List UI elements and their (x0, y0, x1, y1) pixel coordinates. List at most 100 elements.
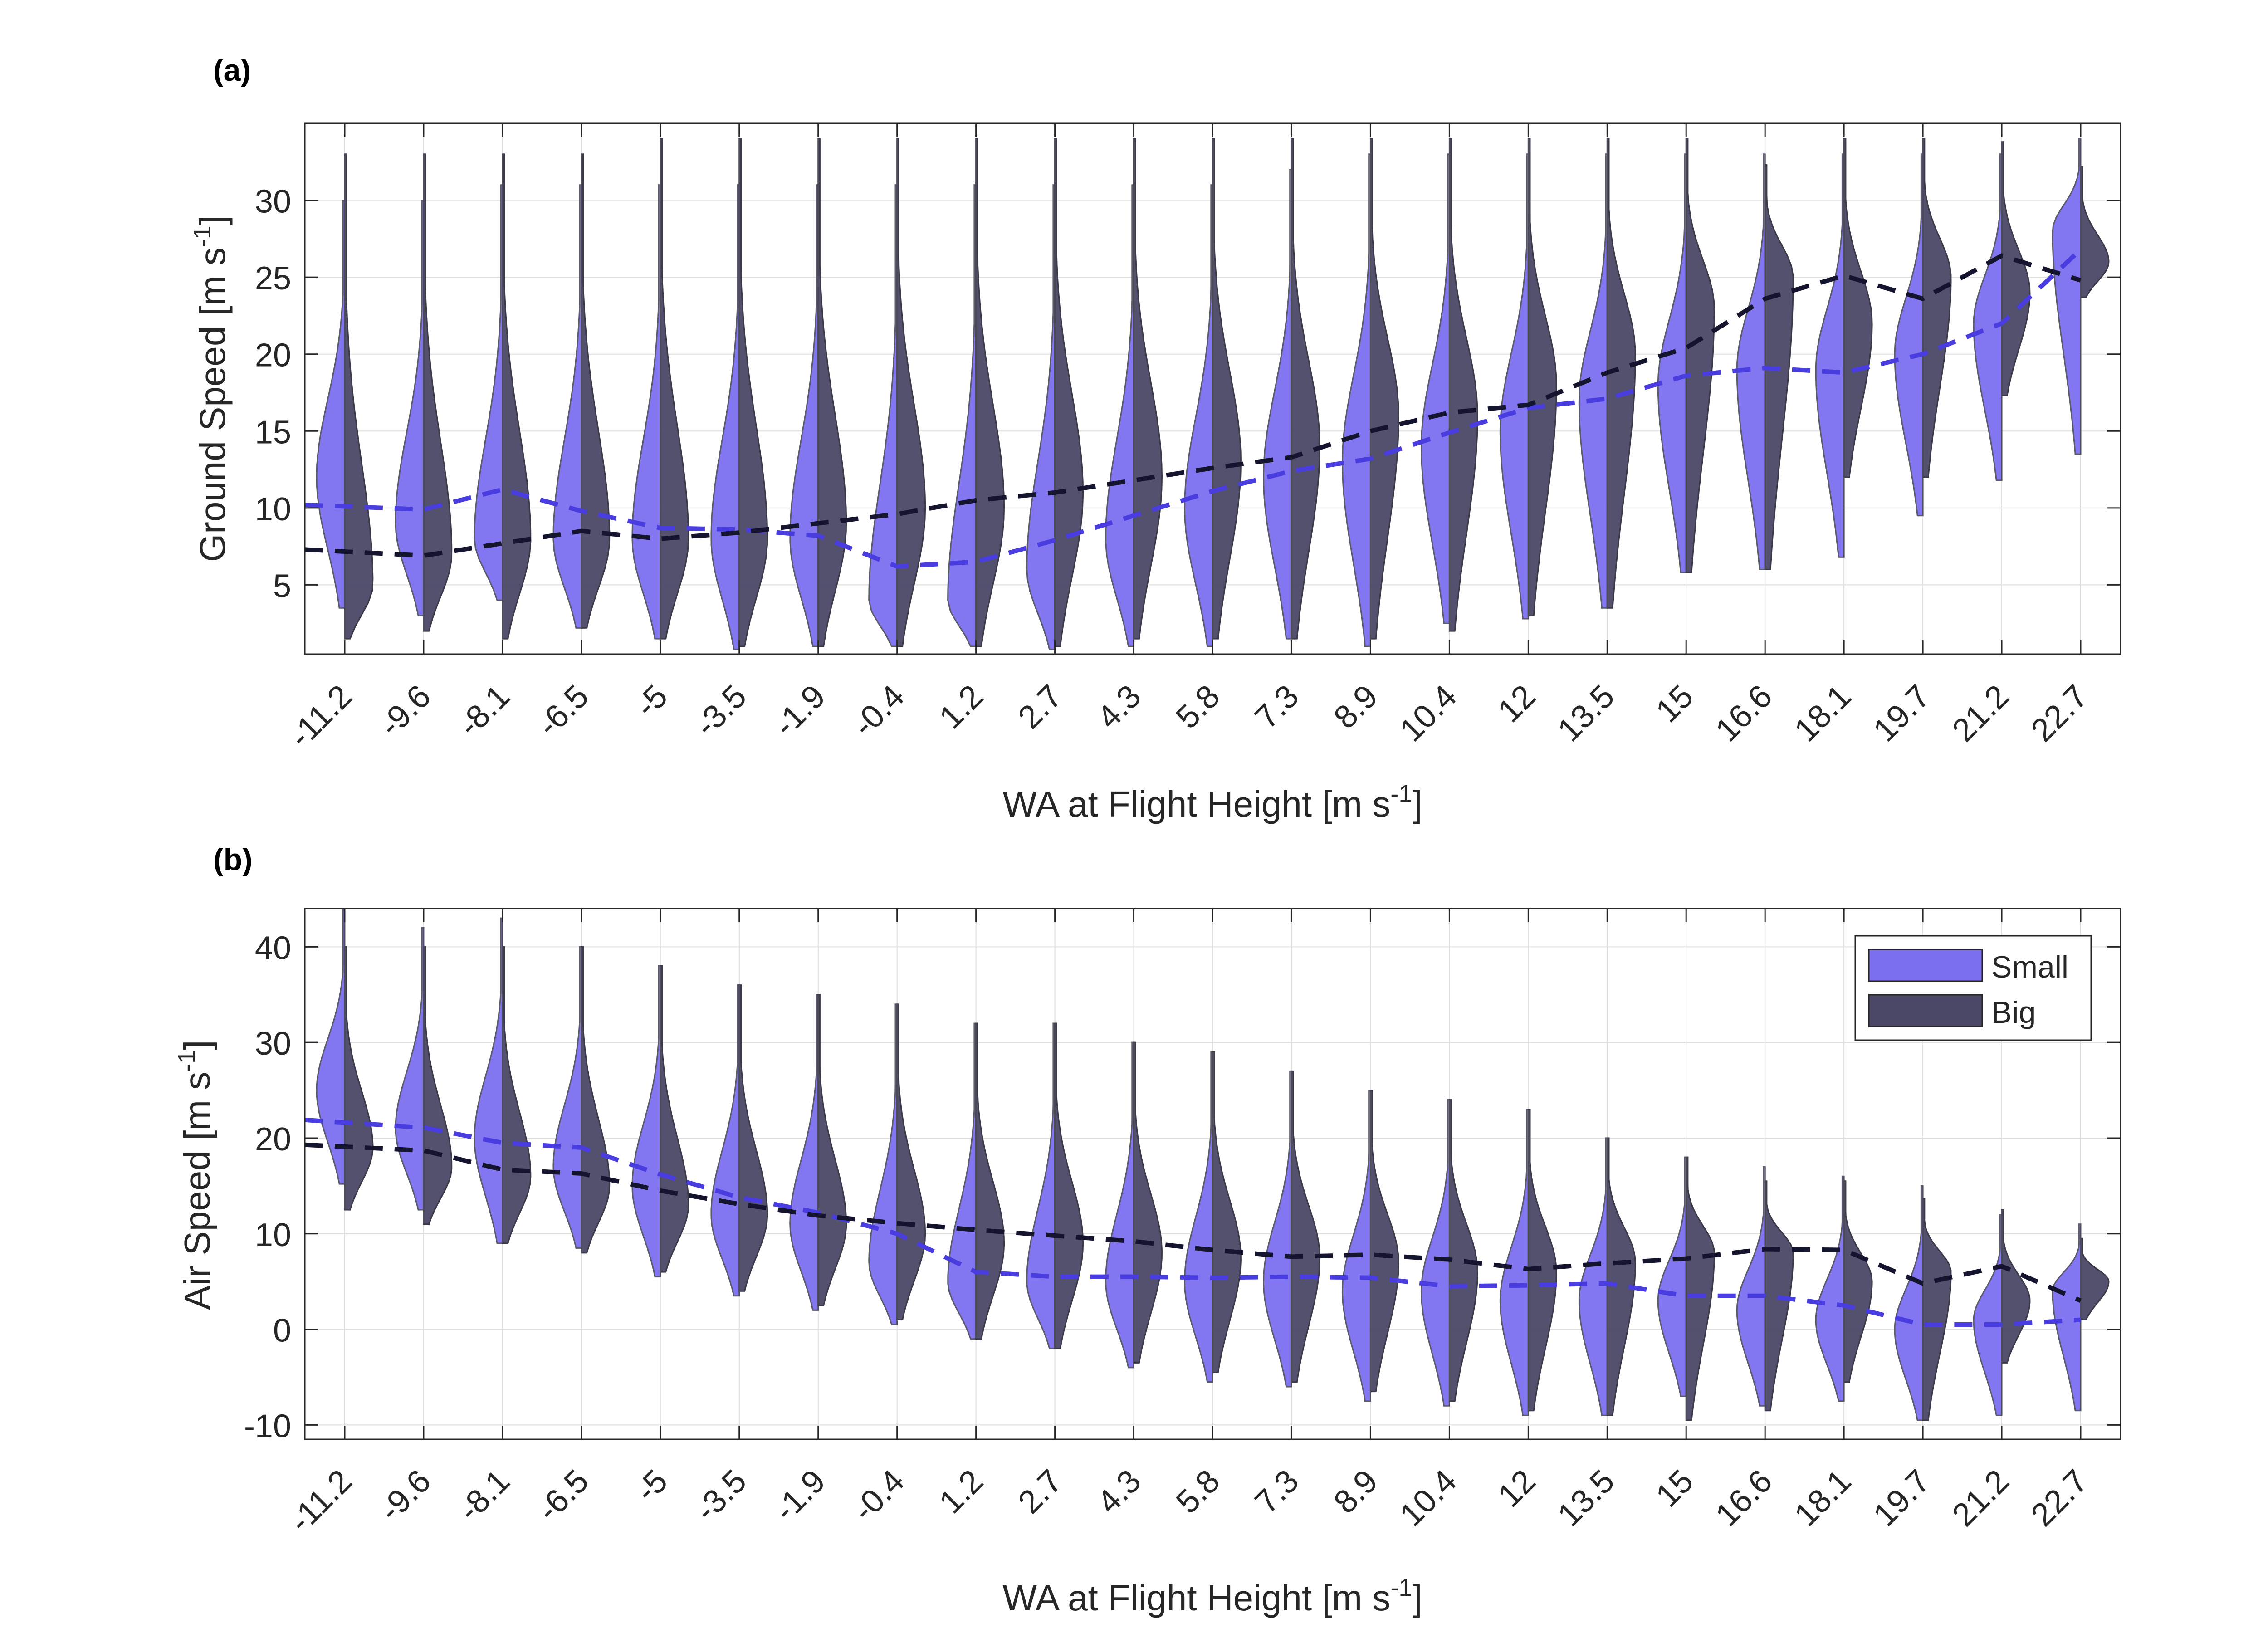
x-tick-label: 10.4 (1393, 1463, 1464, 1534)
x-tick-label: 2.7 (1012, 1463, 1069, 1521)
violin-small-half (1736, 153, 1766, 571)
x-tick-label: 1.2 (933, 678, 990, 736)
violin-big-half (1369, 138, 1399, 640)
violin-big-half (896, 138, 926, 647)
violin-big-half (738, 138, 768, 647)
violin-big-half (1843, 138, 1873, 478)
violin-big-half (2001, 1209, 2031, 1364)
y-tick-label: 40 (255, 930, 291, 966)
x-tick-label: 10.4 (1393, 678, 1464, 749)
panel-b-violins (316, 908, 2110, 1421)
violin-small-half (1815, 1175, 1845, 1402)
violin-big-half (423, 946, 453, 1225)
x-tick-label: -6.5 (530, 678, 596, 743)
violin-small-half (1657, 1156, 1687, 1397)
panel-a-median-lines (304, 248, 2082, 569)
x-tick-label: 16.6 (1709, 1463, 1779, 1534)
violin-big-half (1606, 138, 1636, 609)
violin-small-half (1262, 1070, 1292, 1388)
violin-big-half (1054, 138, 1084, 647)
violin-big-half (1448, 138, 1478, 632)
violin-small-half (1894, 153, 1924, 517)
violin-small-half (1973, 153, 2003, 481)
x-tick-label: 5.8 (1169, 1463, 1227, 1521)
x-tick-label: 18.1 (1788, 1463, 1858, 1534)
violin-big-half (581, 153, 611, 629)
y-tick-label: 20 (255, 1121, 291, 1158)
violin-big-half (1054, 1022, 1084, 1349)
violin-small-half (2052, 1223, 2082, 1412)
violin-big-half (1133, 138, 1163, 640)
legend: Small Big (1854, 935, 2092, 1041)
violin-small-half (710, 184, 740, 650)
median-line-big (304, 1142, 2082, 1303)
panel-a-y-axis-label: Ground Speed [m s-1] (189, 215, 233, 562)
x-tick-label: -9.6 (372, 678, 438, 743)
x-tick-label: 19.7 (1867, 1463, 1937, 1534)
violin-small-half (710, 984, 740, 1297)
violin-big-half (344, 153, 374, 640)
violin-big-half (1290, 138, 1320, 640)
violin-small-half (474, 184, 503, 601)
y-tick-label: 0 (273, 1313, 291, 1349)
x-tick-label: 8.9 (1327, 1463, 1384, 1521)
y-tick-label: 25 (255, 260, 291, 297)
violin-small-half (395, 927, 425, 1211)
x-tick-label: 19.7 (1867, 678, 1937, 749)
panel-a-violins (316, 138, 2110, 650)
x-tick-label: 4.3 (1090, 678, 1148, 736)
panel-b: (b) -10 0 10 20 30 40 -11.2 -9.6 -8.1 -6.5 -5 -3.5… (173, 842, 2121, 1618)
violin-small-half (868, 184, 898, 647)
panel-a-letter: (a) (213, 53, 251, 88)
violin-small-half (316, 200, 346, 609)
x-tick-label: 21.2 (1945, 1463, 2016, 1534)
violin-small-half (474, 917, 503, 1244)
violin-small-half (1341, 153, 1371, 647)
violin-small-half (552, 946, 582, 1249)
x-tick-label: -3.5 (688, 1463, 753, 1528)
violin-big-half (2080, 1237, 2110, 1321)
violin-small-half (316, 908, 346, 1185)
panel-b-letter: (b) (213, 842, 253, 877)
violin-big-half (896, 1003, 926, 1321)
legend-big-label: Big (1991, 995, 2036, 1030)
x-tick-label: 8.9 (1327, 678, 1384, 736)
violin-big-half (1448, 1099, 1478, 1402)
y-tick-label: 15 (255, 414, 291, 450)
x-tick-label: 15 (1649, 678, 1700, 729)
y-tick-label: 10 (255, 1217, 291, 1253)
median-line-small (304, 248, 2082, 569)
violin-small-half (1657, 153, 1687, 573)
y-tick-label: 30 (255, 184, 291, 220)
x-tick-label: -0.4 (846, 678, 911, 743)
legend-big-swatch (1868, 994, 1983, 1027)
violin-big-half (2080, 166, 2110, 298)
panel-b-median-lines (304, 1117, 2082, 1327)
violin-big-half (1606, 1137, 1636, 1416)
x-tick-label: -0.4 (846, 1463, 911, 1528)
violin-big-half (817, 138, 847, 647)
violin-big-half (1527, 1109, 1557, 1412)
violin-big-half (581, 946, 611, 1254)
violin-small-half (789, 994, 819, 1311)
violin-big-half (423, 153, 453, 632)
violin-big-half (1922, 1198, 1952, 1421)
violin-small-half (1815, 153, 1845, 558)
violin-big-half (502, 946, 532, 1244)
panel-b-y-axis-label: Air Speed [m s-1] (173, 1040, 217, 1310)
violin-small-half (1499, 1109, 1529, 1416)
x-tick-label: -5 (628, 678, 675, 724)
violin-small-half (395, 200, 425, 616)
y-tick-label: 10 (255, 491, 291, 528)
violin-small-half (1026, 184, 1056, 650)
violin-big-half (502, 153, 532, 640)
x-tick-label: -8.1 (451, 678, 517, 743)
x-tick-label: -3.5 (688, 678, 753, 743)
violin-small-half (947, 1022, 977, 1340)
y-tick-label: 20 (255, 337, 291, 374)
violin-small-half (1105, 1041, 1135, 1369)
violin-big-half (1843, 1180, 1873, 1383)
x-tick-label: -5 (628, 1463, 675, 1509)
violin-big-half (1212, 1051, 1242, 1373)
